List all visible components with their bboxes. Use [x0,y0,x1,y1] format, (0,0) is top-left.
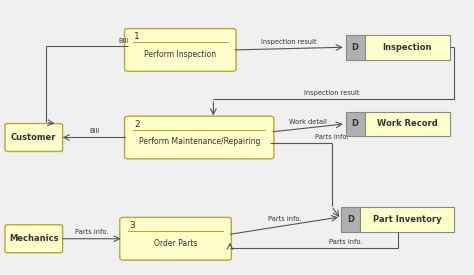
Bar [360,207,455,232]
Text: 3: 3 [130,221,136,230]
FancyBboxPatch shape [125,116,274,159]
Text: 2: 2 [135,120,140,129]
Text: Part Inventory: Part Inventory [373,215,441,224]
Text: Perform Inspection: Perform Inspection [144,50,216,59]
Text: Order Parts: Order Parts [154,239,197,248]
Bar [346,35,365,59]
Bar [346,111,365,136]
Text: Work Record: Work Record [377,119,438,128]
FancyBboxPatch shape [5,123,63,152]
FancyBboxPatch shape [5,225,63,253]
FancyBboxPatch shape [120,218,231,260]
Text: Inspection: Inspection [383,43,432,52]
Text: D: D [347,215,354,224]
Text: 1: 1 [135,32,140,41]
Text: Parts info.: Parts info. [75,229,109,235]
Text: Work detail: Work detail [289,119,327,125]
Text: Parts info.: Parts info. [267,216,301,222]
FancyBboxPatch shape [125,29,236,71]
Text: Bill: Bill [89,128,99,134]
Text: D: D [352,119,359,128]
Text: Mechanics: Mechanics [9,234,58,243]
Text: Inspection result: Inspection result [261,39,317,45]
Bar [365,35,450,59]
Text: Customer: Customer [11,133,56,142]
Text: D: D [352,43,359,52]
Text: Inspection result: Inspection result [304,90,359,97]
Text: Parts info.: Parts info. [315,134,348,140]
Text: Bill: Bill [118,38,128,44]
Bar [365,111,450,136]
Bar [341,207,360,232]
Text: Perform Maintenance/Repairing: Perform Maintenance/Repairing [138,138,260,146]
Text: Parts info.: Parts info. [329,239,363,245]
